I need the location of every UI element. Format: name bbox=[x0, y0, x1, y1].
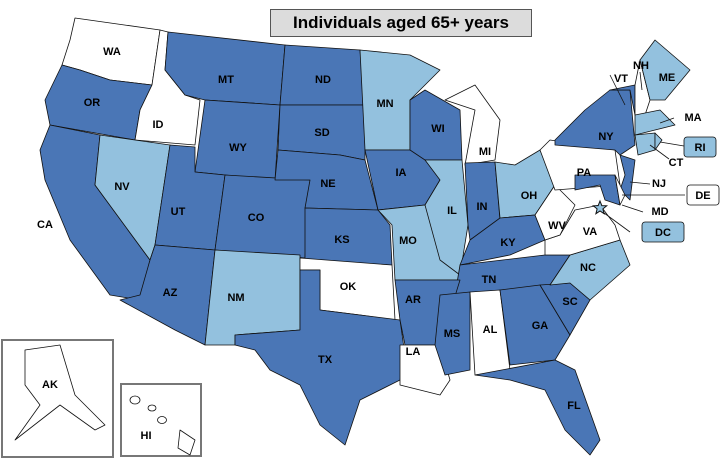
state-label-vt: VT bbox=[614, 73, 628, 85]
state-label-ri: RI bbox=[695, 142, 706, 154]
leader-line bbox=[649, 144, 670, 160]
state-nh[interactable] bbox=[634, 59, 651, 116]
state-ny[interactable] bbox=[554, 89, 636, 156]
state-label-ks: KS bbox=[334, 234, 349, 246]
state-label-wi: WI bbox=[431, 123, 444, 135]
callout-box-de[interactable] bbox=[686, 184, 720, 206]
state-label-hi: HI bbox=[141, 430, 152, 442]
state-wv[interactable] bbox=[534, 184, 576, 241]
state-ak[interactable] bbox=[14, 344, 106, 441]
state-label-wv: WV bbox=[548, 220, 566, 232]
state-ri[interactable] bbox=[654, 132, 663, 151]
state-ct[interactable] bbox=[634, 132, 656, 156]
hawaii-island bbox=[129, 395, 141, 405]
state-va[interactable] bbox=[544, 204, 621, 256]
state-label-sc: SC bbox=[562, 296, 577, 308]
state-la[interactable] bbox=[399, 344, 451, 396]
hawaii-island bbox=[147, 404, 157, 412]
dc-star-icon[interactable] bbox=[591, 199, 609, 215]
state-label-ga: GA bbox=[532, 320, 549, 332]
state-label-la: LA bbox=[406, 346, 421, 358]
state-label-ma: MA bbox=[684, 112, 701, 124]
state-tx[interactable] bbox=[234, 269, 406, 446]
state-label-va: VA bbox=[583, 226, 598, 238]
state-label-id: ID bbox=[153, 119, 164, 131]
state-label-md: MD bbox=[651, 206, 668, 218]
state-label-pa: PA bbox=[577, 167, 592, 179]
state-label-nc: NC bbox=[580, 262, 596, 274]
leader-line bbox=[639, 71, 643, 91]
state-label-dc: DC bbox=[655, 227, 671, 239]
state-label-co: CO bbox=[248, 212, 265, 224]
hawaii-island bbox=[157, 416, 167, 424]
state-label-in: IN bbox=[477, 201, 488, 213]
state-md[interactable] bbox=[574, 174, 621, 206]
state-label-ok: OK bbox=[340, 281, 357, 293]
state-label-il: IL bbox=[447, 205, 457, 217]
state-label-me: ME bbox=[659, 72, 676, 84]
state-label-oh: OH bbox=[521, 190, 538, 202]
state-il[interactable] bbox=[424, 159, 469, 276]
leader-line bbox=[629, 181, 651, 185]
leader-line bbox=[609, 74, 626, 106]
state-label-mi: MI bbox=[479, 146, 491, 158]
state-label-mo: MO bbox=[399, 235, 417, 247]
alaska-inset-frame bbox=[1, 339, 114, 458]
state-label-ca: CA bbox=[37, 219, 53, 231]
state-label-ky: KY bbox=[500, 237, 516, 249]
state-label-ar: AR bbox=[405, 294, 421, 306]
state-label-or: OR bbox=[84, 97, 101, 109]
state-label-nd: ND bbox=[315, 74, 331, 86]
state-label-de: DE bbox=[695, 190, 710, 202]
state-label-ia: IA bbox=[396, 167, 407, 179]
state-label-ak: AK bbox=[42, 379, 58, 391]
callout-box-dc[interactable] bbox=[641, 221, 685, 243]
state-label-tn: TN bbox=[482, 274, 497, 286]
state-ma[interactable] bbox=[634, 109, 676, 136]
hawaii-inset-frame bbox=[120, 383, 202, 457]
state-label-sd: SD bbox=[314, 127, 329, 139]
state-label-al: AL bbox=[483, 324, 498, 336]
state-de[interactable] bbox=[614, 174, 626, 206]
state-label-ny: NY bbox=[598, 131, 614, 143]
state-mi[interactable] bbox=[444, 84, 501, 166]
state-label-mt: MT bbox=[218, 74, 234, 86]
state-label-ut: UT bbox=[171, 206, 186, 218]
state-label-mn: MN bbox=[376, 98, 393, 110]
state-me[interactable] bbox=[639, 39, 691, 101]
state-label-ms: MS bbox=[444, 328, 461, 340]
state-label-nh: NH bbox=[633, 60, 649, 72]
map-title: Individuals aged 65+ years bbox=[270, 9, 532, 37]
leader-line bbox=[599, 209, 631, 233]
state-hi[interactable] bbox=[177, 429, 196, 456]
state-label-ne: NE bbox=[320, 178, 335, 190]
state-ms[interactable] bbox=[434, 291, 471, 376]
state-label-nj: NJ bbox=[652, 178, 666, 190]
state-label-wa: WA bbox=[103, 46, 121, 58]
leader-line bbox=[621, 204, 644, 213]
state-label-fl: FL bbox=[567, 400, 581, 412]
state-label-nv: NV bbox=[114, 181, 130, 193]
leader-line bbox=[659, 117, 675, 124]
state-wy[interactable] bbox=[194, 99, 281, 181]
state-ks[interactable] bbox=[304, 207, 393, 266]
state-label-tx: TX bbox=[318, 354, 333, 366]
callout-box-ri[interactable] bbox=[683, 136, 717, 158]
state-fl[interactable] bbox=[474, 359, 601, 456]
state-label-wy: WY bbox=[229, 142, 247, 154]
state-label-nm: NM bbox=[227, 292, 244, 304]
state-ga[interactable] bbox=[499, 284, 571, 366]
state-label-ct: CT bbox=[669, 157, 684, 169]
state-label-az: AZ bbox=[163, 287, 178, 299]
